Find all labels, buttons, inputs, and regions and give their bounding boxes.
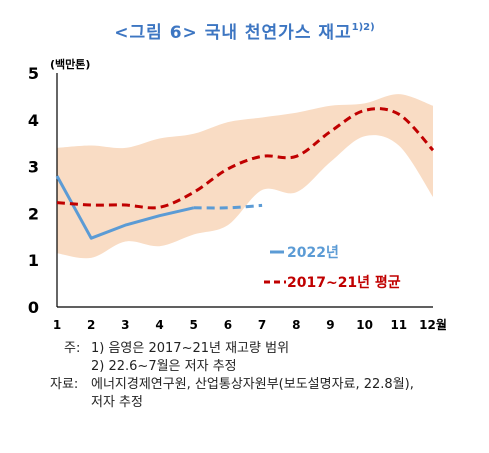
note-1: 1) 음영은 2017~21년 재고량 범위 <box>91 341 290 356</box>
y-tick-label: 5 <box>28 64 39 83</box>
series-line <box>193 203 263 210</box>
x-tick-label: 4 <box>155 318 163 332</box>
x-tick-label: 5 <box>190 318 198 332</box>
chart-title-text: <그림 6> 국내 천연가스 재고 <box>114 23 352 43</box>
x-tick-label: 7 <box>258 318 266 332</box>
x-tick-label: 2 <box>87 318 95 332</box>
y-tick-label: 4 <box>28 111 39 130</box>
y-tick-label: 1 <box>28 251 39 270</box>
x-tick-label: 11 <box>390 318 407 332</box>
x-tick-label: 9 <box>326 318 334 332</box>
note-label: 주: <box>64 341 81 356</box>
y-tick-label: 2 <box>28 204 39 223</box>
y-tick-label: 0 <box>28 298 39 317</box>
x-tick-label: 3 <box>121 318 129 332</box>
legend-label: 2017~21년 평균 <box>287 274 401 291</box>
x-tick-label: 10 <box>356 318 373 332</box>
x-tick-label: 1 <box>53 318 61 332</box>
x-tick-label: 6 <box>224 318 232 332</box>
series-line <box>56 107 435 210</box>
note-2: 2) 22.6~7월은 저자 추정 <box>91 359 237 374</box>
source-2: 저자 추정 <box>91 395 143 410</box>
source-1: 에너지경제연구원, 산업통상자원부(보도설명자료, 22.8월), <box>91 377 414 392</box>
x-tick-label: 12월 <box>419 317 447 332</box>
y-tick-label: 3 <box>28 158 39 177</box>
chart-title-footnote-ref: 1)2) <box>351 22 375 33</box>
y-unit-label: (백만톤) <box>50 57 90 71</box>
series-line <box>55 175 195 240</box>
source-label: 자료: <box>50 377 79 392</box>
range-band <box>57 94 433 259</box>
chart-title: <그림 6> 국내 천연가스 재고1)2) <box>0 18 489 43</box>
x-tick-label: 8 <box>292 318 300 332</box>
legend-label: 2022년 <box>287 245 339 261</box>
